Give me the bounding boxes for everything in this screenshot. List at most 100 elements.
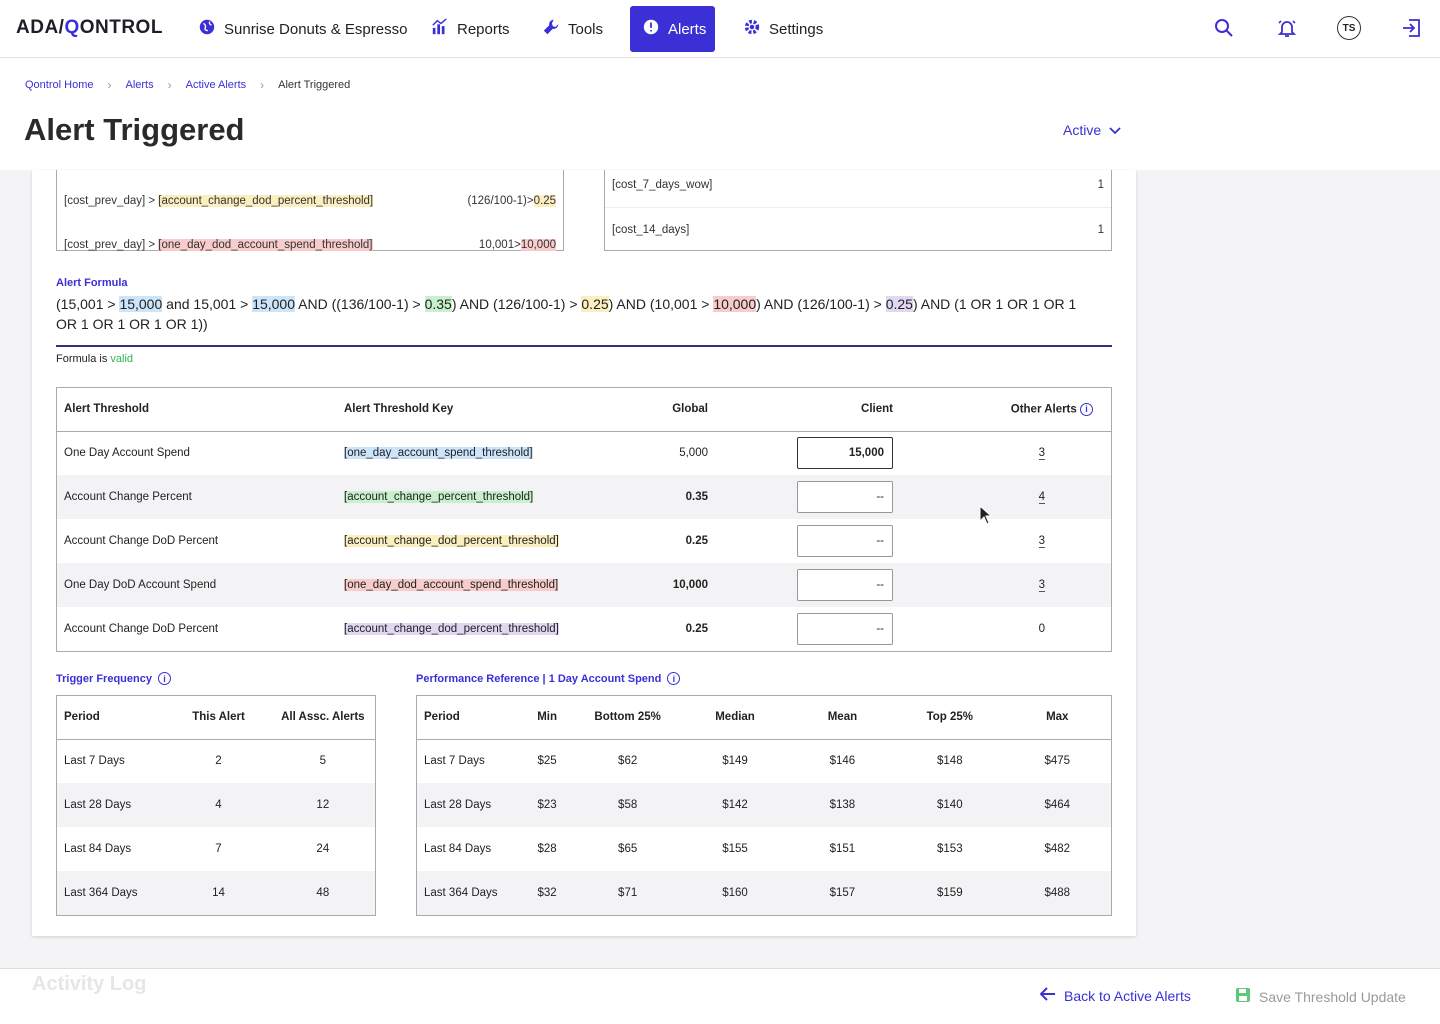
column-header: Max [1003,696,1111,740]
client-threshold-input[interactable] [797,437,893,470]
condition-prefix: [cost_prev_day] > [64,239,159,251]
nav-label: Sunrise Donuts & Espresso [224,20,408,38]
column-header: Global [587,388,715,432]
spend-cell: $25 [537,755,557,768]
condition-row: [cost_prev_day] > [account_change_dod_pe… [57,179,563,223]
column-header: Mean [788,696,897,740]
table-header-row: Period Min Bottom 25% Median Mean Top 25% Max [417,696,1111,740]
breadcrumb-home[interactable]: Qontrol Home [25,79,94,91]
top-nav: ADA/QONTROL Sunrise Donuts & Espresso Re… [0,0,1440,58]
condition-value: 1 [1097,179,1104,191]
table-row: Last 7 Days $25 $62 $149 $146 $148 $475 [417,739,1111,783]
condition-expr: 10,001> [478,239,521,251]
status-dropdown[interactable]: Active [1063,122,1121,138]
chevron-down-icon [1109,122,1121,138]
chevron-right-icon: › [260,78,265,92]
table-row: Account Change DoD Percent [account_chang… [57,519,1111,563]
trigger-frequency-table: Period This Alert All Assc. Alerts Last … [56,695,376,916]
table-row: Account Change Percent [account_change_pe… [57,475,1111,519]
period-cell: Last 84 Days [424,843,492,855]
other-alerts-count[interactable]: 4 [1038,491,1045,504]
period-cell: Last 28 Days [417,783,521,827]
threshold-name: One Day DoD Account Spend [57,563,337,607]
nav-reports[interactable]: Reports [419,6,522,52]
other-alerts-count[interactable]: 3 [1038,579,1045,592]
count-cell: 2 [215,755,222,768]
breadcrumb-alerts[interactable]: Alerts [125,79,154,91]
condition-expr: (126/100-1)> [467,195,534,207]
column-header: All Assc. Alerts [270,696,375,740]
threshold-name: One Day Account Spend [64,447,190,460]
column-header: Period [417,696,521,740]
button-label: Save Threshold Update [1259,988,1406,1005]
formula-text: ) AND (126/100-1) > [451,296,582,312]
save-threshold-update-button[interactable]: Save Threshold Update [1235,987,1406,1006]
formula-status-value: valid [110,353,134,365]
activity-log-heading: Activity Log [32,973,147,995]
threshold-key-cell: [account_change_dod_percent_threshold] [337,607,587,651]
status-value: Active [1063,122,1102,138]
table-header-row: Alert Threshold Alert Threshold Key Glob… [57,388,1111,432]
other-alerts-count[interactable]: 3 [1038,447,1045,461]
spend-cell: $23 [520,783,574,827]
formula-threshold-value: 0.35 [424,296,452,312]
table-row: Last 28 Days 4 12 [57,783,375,827]
other-alerts-cell: 3 [915,563,1111,607]
notification-bell-icon[interactable] [1273,14,1301,42]
nav-account-selector[interactable]: Sunrise Donuts & Espresso [186,6,419,52]
formula-text: ) AND (10,001 > [608,296,714,312]
client-threshold-input[interactable] [797,569,893,601]
other-alerts-count: 0 [1038,623,1045,635]
nav-label: Tools [568,20,604,38]
formula-text: and 15,001 > [162,296,253,312]
column-header: This Alert [166,696,271,740]
table-row: Last 364 Days 14 48 [57,871,375,915]
chevron-right-icon: › [107,78,112,92]
threshold-key-cell: [account_change_percent_threshold] [337,475,587,519]
app-logo[interactable]: ADA/QONTROL [16,17,163,38]
threshold-key: [account_change_dod_percent_threshold] [344,623,559,635]
nav-settings[interactable]: Settings [731,6,835,52]
client-threshold-input[interactable] [797,481,893,513]
count-cell: 48 [270,871,375,915]
formula-threshold-value: 10,000 [713,296,757,312]
formula-text: ) AND (126/100-1) > [756,296,886,312]
back-to-active-alerts-button[interactable]: Back to Active Alerts [1039,987,1191,1004]
nav-tools[interactable]: Tools [530,6,615,52]
spend-cell: $140 [896,783,1004,827]
nav-alerts[interactable]: Alerts [630,6,715,52]
client-value-cell [715,563,915,607]
client-threshold-input[interactable] [797,613,893,645]
user-avatar[interactable]: TS [1335,14,1363,42]
info-icon[interactable]: i [1080,402,1093,416]
nav-label: Settings [769,20,824,38]
count-cell: 4 [166,783,271,827]
other-alerts-count[interactable]: 3 [1038,535,1045,548]
gear-icon [743,18,761,40]
logout-icon[interactable] [1397,14,1425,42]
formula-threshold-value: 15,000 [119,296,163,312]
threshold-key: [account_change_percent_threshold] [344,491,534,503]
search-icon[interactable] [1210,14,1238,42]
column-header-label: Other Alerts [1010,403,1077,416]
column-header: Alert Threshold [57,388,337,432]
bottom-action-bar: Activity Log Back to Active Alerts Save … [0,968,1440,1024]
formula-threshold-value: 0.25 [581,296,609,312]
breadcrumb-active-alerts[interactable]: Active Alerts [185,79,247,91]
column-header: Min [520,696,574,740]
condition-row: [cost_prev_day] > [one_day_dod_account_s… [57,223,563,267]
table-row: Last 364 Days $32 $71 $160 $157 $159 $488 [417,871,1111,915]
condition-list-right: [cost_7_days_wow] 1 [cost_14_days] 1 [604,170,1112,251]
period-cell: Last 364 Days [417,871,521,915]
spend-cell: $138 [788,783,897,827]
spend-cell: $71 [573,871,682,915]
info-icon[interactable]: i [157,672,171,685]
info-icon[interactable]: i [667,672,681,685]
mouse-cursor-icon [979,505,993,525]
condition-value: 0.25 [533,195,556,207]
column-header-other-alerts: Other Alerts i [915,388,1111,432]
spend-cell: $160 [681,871,789,915]
client-threshold-input[interactable] [797,525,893,557]
spend-cell: $475 [1044,755,1071,768]
count-cell: 14 [166,871,271,915]
